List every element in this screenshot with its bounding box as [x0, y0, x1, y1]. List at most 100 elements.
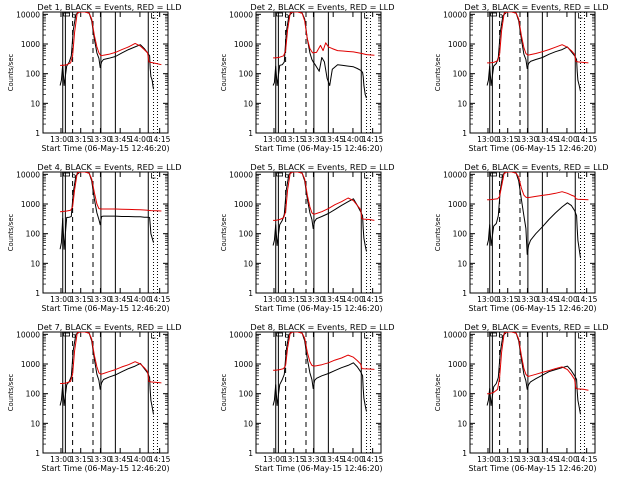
series-line-events [272, 172, 367, 252]
x-tick-label: 13:00 [477, 295, 499, 304]
series-group [59, 12, 162, 90]
x-tick-label: 13:00 [263, 135, 285, 144]
x-tick-label: 14:00 [342, 295, 364, 304]
top-marker-label: o [284, 332, 288, 340]
y-tick-label: 10000 [229, 330, 253, 339]
x-tick-label: 14:00 [129, 135, 151, 144]
x-axis-label: Start Time (06-May-15 12:46:20) [254, 464, 382, 473]
y-tick-label: 1 [248, 449, 253, 458]
x-tick-label: 13:00 [50, 295, 72, 304]
x-tick-label: 13:45 [322, 135, 344, 144]
series-group [272, 332, 375, 412]
series-group [486, 12, 589, 92]
y-tick-label: 10000 [443, 10, 467, 19]
series-line-events [59, 332, 154, 415]
x-tick-label: 13:30 [90, 455, 112, 464]
x-tick-label: 13:15 [283, 135, 305, 144]
y-tick-label: 100 [453, 70, 468, 79]
x-axis-label: Start Time (06-May-15 12:46:20) [254, 144, 382, 153]
y-axis-label: Counts/sec [434, 374, 442, 412]
plot-frame [469, 11, 596, 134]
x-tick-label: 14:15 [576, 135, 598, 144]
x-tick-label: 13:15 [70, 135, 92, 144]
y-tick-label: 1000 [234, 360, 253, 369]
x-tick-label: 14:00 [129, 455, 151, 464]
plot-frame [255, 331, 382, 454]
top-corner-glyph [364, 173, 369, 179]
top-corner-glyph [578, 333, 583, 339]
y-axis-label: Counts/sec [220, 374, 228, 412]
top-marker-label: o [498, 172, 502, 180]
x-tick-label: 13:00 [477, 135, 499, 144]
y-tick-label: 10 [457, 419, 467, 428]
x-tick-label: 14:15 [576, 455, 598, 464]
y-tick-label: 10000 [229, 10, 253, 19]
x-tick-label: 13:15 [497, 295, 519, 304]
y-tick-label: 1000 [21, 40, 40, 49]
x-tick-label: 13:30 [303, 295, 325, 304]
y-axis-label: Counts/sec [7, 54, 15, 92]
series-group [272, 12, 375, 99]
y-tick-label: 100 [239, 230, 254, 239]
panel-title: Det 2, BLACK = Events, RED = LLD [250, 2, 394, 12]
top-corner-glyph [151, 173, 156, 179]
panel-title: Det 4, BLACK = Events, RED = LLD [37, 162, 181, 172]
y-tick-label: 10 [243, 99, 253, 108]
series-group [59, 332, 162, 415]
x-tick-label: 13:45 [322, 455, 344, 464]
plot-frame [469, 171, 596, 294]
series-group [486, 332, 589, 415]
top-corner-glyph [151, 333, 156, 339]
series-line-events [59, 172, 154, 250]
y-tick-label: 10 [457, 259, 467, 268]
plot-frame [255, 11, 382, 134]
x-tick-label: 13:30 [517, 135, 539, 144]
y-axis-label: Counts/sec [434, 54, 442, 92]
x-tick-label: 13:15 [497, 455, 519, 464]
x-tick-label: 14:00 [129, 295, 151, 304]
y-tick-label: 1 [462, 449, 467, 458]
x-tick-label: 13:30 [90, 295, 112, 304]
y-tick-label: 100 [26, 230, 41, 239]
top-marker-label: o [284, 12, 288, 20]
x-tick-label: 13:45 [109, 455, 131, 464]
panel-title: Det 1, BLACK = Events, RED = LLD [37, 2, 181, 12]
plot-frame [42, 11, 169, 134]
top-bracket-glyph [276, 12, 284, 17]
x-axis-label: Start Time (06-May-15 12:46:20) [468, 304, 596, 313]
y-tick-label: 1000 [448, 40, 467, 49]
x-tick-label: 13:45 [536, 135, 558, 144]
panel-det-1: 1 10 100 1000 10000 13:0013:1513:3013:4514:00… [7, 2, 182, 153]
y-tick-label: 1 [35, 289, 40, 298]
panel-title: Det 6, BLACK = Events, RED = LLD [464, 162, 608, 172]
panel-det-8: 1 10 100 1000 10000 13:0013:1513:3013:4514:00… [220, 322, 395, 473]
top-corner-glyph [578, 173, 583, 179]
x-tick-label: 13:45 [536, 455, 558, 464]
y-tick-label: 10 [243, 259, 253, 268]
x-tick-label: 13:15 [283, 295, 305, 304]
y-tick-label: 10 [243, 419, 253, 428]
x-tick-label: 13:15 [70, 455, 92, 464]
series-line-events [272, 332, 367, 412]
x-tick-label: 13:30 [303, 455, 325, 464]
y-tick-label: 10000 [16, 10, 40, 19]
y-tick-label: 100 [453, 230, 468, 239]
y-axis-label: Counts/sec [7, 374, 15, 412]
x-tick-label: 13:45 [109, 135, 131, 144]
y-tick-label: 10 [30, 419, 40, 428]
x-tick-label: 13:00 [50, 135, 72, 144]
x-axis-label: Start Time (06-May-15 12:46:20) [41, 464, 169, 473]
y-axis-label: Counts/sec [7, 214, 15, 252]
x-axis-label: Start Time (06-May-15 12:46:20) [41, 304, 169, 313]
series-line-events [59, 12, 154, 90]
series-group [486, 172, 589, 259]
x-axis-label: Start Time (06-May-15 12:46:20) [254, 304, 382, 313]
series-line-lld [487, 332, 589, 395]
x-tick-label: 14:00 [556, 455, 578, 464]
panel-det-5: 1 10 100 1000 10000 13:0013:1513:3013:4514:00… [220, 162, 395, 313]
y-tick-label: 1000 [448, 360, 467, 369]
y-tick-label: 10 [30, 99, 40, 108]
top-marker-label: o [498, 332, 502, 340]
